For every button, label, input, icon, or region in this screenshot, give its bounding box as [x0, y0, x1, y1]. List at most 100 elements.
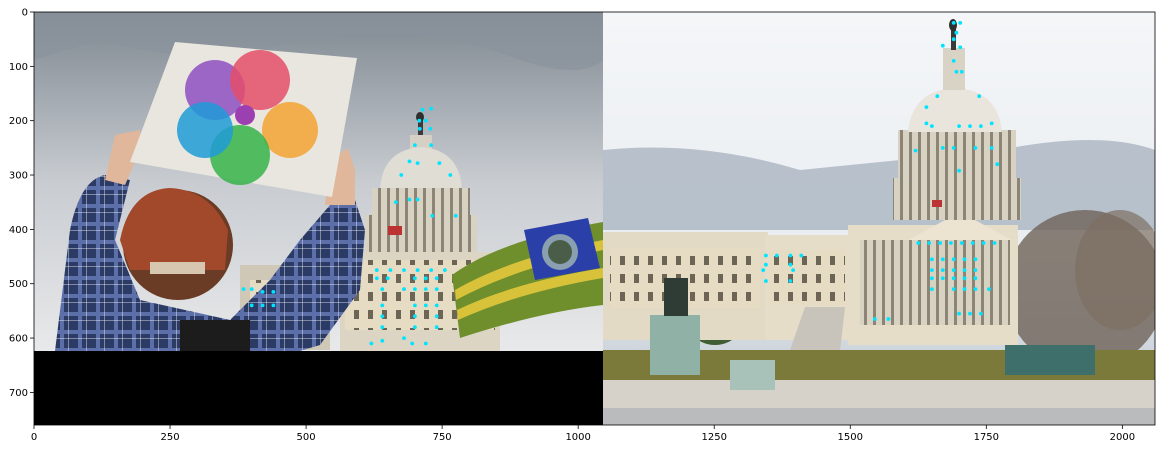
- keypoint-105: [951, 287, 956, 291]
- keypoint-93: [973, 257, 978, 262]
- keypoint-111: [979, 311, 983, 316]
- keypoint-47: [271, 290, 276, 294]
- keypoint-57: [958, 21, 963, 25]
- y-tick-label-5: 500: [9, 279, 28, 290]
- y-tick-label-0: 0: [22, 8, 28, 19]
- keypoint-69: [989, 121, 994, 126]
- keypoints: [241, 21, 1000, 346]
- keypoint-40: [434, 314, 439, 319]
- keypoint-120: [761, 268, 766, 272]
- keypoint-65: [935, 94, 940, 99]
- keypoint-0: [420, 107, 425, 112]
- x-tick-label-1: 250: [160, 432, 179, 443]
- keypoint-70: [930, 124, 934, 128]
- keypoint-114: [764, 253, 768, 258]
- keypoint-15: [394, 200, 398, 205]
- x-tick-label-3: 750: [433, 432, 452, 443]
- keypoint-43: [434, 325, 439, 330]
- axes-frame: [33, 11, 1156, 426]
- keypoint-36: [423, 303, 428, 308]
- axis-ticks: 0 250 500 750 1000 1250 1500 1750 2000 0 100 200 300…: [9, 8, 1135, 444]
- keypoint-102: [962, 276, 967, 281]
- keypoint-83: [938, 241, 942, 245]
- keypoint-73: [979, 124, 983, 128]
- keypoint-41: [380, 325, 385, 330]
- keypoint-21: [415, 268, 420, 272]
- x-tick-label-7: 1750: [974, 432, 999, 443]
- keypoint-17: [453, 213, 458, 218]
- keypoint-79: [995, 162, 1000, 167]
- left-padding: [34, 351, 603, 425]
- keypoint-32: [423, 287, 428, 291]
- keypoint-53: [402, 336, 406, 340]
- keypoint-122: [764, 279, 768, 283]
- keypoint-38: [380, 314, 385, 319]
- keypoint-119: [788, 262, 793, 267]
- keypoint-56: [951, 21, 956, 25]
- keypoint-113: [886, 317, 891, 321]
- x-tick-label-6: 1500: [838, 432, 863, 443]
- keypoint-50: [271, 303, 276, 308]
- keypoint-77: [989, 146, 994, 150]
- keypoint-99: [930, 276, 934, 281]
- keypoint-109: [957, 311, 961, 316]
- keypoint-86: [970, 241, 975, 245]
- keypoint-85: [959, 241, 964, 245]
- keypoint-11: [399, 173, 404, 177]
- keypoint-3: [423, 118, 428, 123]
- keypoint-121: [791, 268, 795, 272]
- keypoint-35: [413, 303, 417, 308]
- keypoint-45: [249, 287, 254, 291]
- keypoint-88: [992, 241, 997, 245]
- keypoint-59: [951, 37, 956, 42]
- keypoint-82: [927, 241, 932, 245]
- left-photo: [34, 12, 603, 351]
- keypoint-18: [374, 268, 379, 272]
- keypoint-123: [788, 279, 793, 283]
- keypoint-112: [872, 317, 877, 321]
- keypoint-34: [380, 303, 385, 308]
- keypoint-51: [369, 341, 374, 346]
- keypoint-37: [434, 303, 439, 308]
- keypoint-68: [924, 121, 929, 126]
- x-tick-label-2: 500: [297, 432, 316, 443]
- keypoint-28: [434, 276, 439, 281]
- keypoint-97: [962, 268, 967, 272]
- keypoint-6: [413, 143, 417, 148]
- keypoint-16: [430, 213, 435, 218]
- protest-sign: [130, 42, 357, 197]
- keypoint-90: [940, 257, 945, 262]
- keypoint-7: [429, 143, 434, 148]
- keypoint-71: [957, 124, 961, 128]
- keypoint-13: [407, 197, 412, 202]
- keypoint-12: [448, 173, 453, 177]
- y-tick-label-4: 400: [9, 225, 28, 236]
- keypoint-25: [385, 276, 390, 281]
- keypoint-91: [951, 257, 956, 262]
- keypoint-24: [374, 276, 379, 281]
- keypoint-72: [968, 124, 972, 128]
- keypoint-76: [973, 146, 978, 150]
- keypoint-8: [407, 159, 412, 164]
- keypoint-89: [930, 257, 934, 262]
- keypoint-46: [260, 290, 265, 294]
- keypoint-4: [417, 126, 422, 131]
- keypoint-96: [951, 268, 956, 272]
- keypoint-19: [388, 268, 393, 272]
- y-tick-label-2: 200: [9, 116, 28, 127]
- keypoint-58: [954, 30, 959, 35]
- keypoint-20: [402, 268, 406, 272]
- keypoint-100: [940, 276, 945, 281]
- right-photo: [603, 12, 1155, 425]
- keypoint-63: [954, 69, 959, 74]
- keypoint-67: [924, 105, 929, 109]
- flag: [452, 218, 603, 338]
- keypoint-14: [415, 197, 420, 202]
- keypoint-81: [916, 241, 921, 245]
- keypoint-115: [774, 253, 779, 258]
- keypoint-106: [962, 287, 967, 291]
- x-tick-label-0: 0: [31, 432, 37, 443]
- keypoint-60: [940, 43, 945, 48]
- keypoint-98: [973, 268, 978, 272]
